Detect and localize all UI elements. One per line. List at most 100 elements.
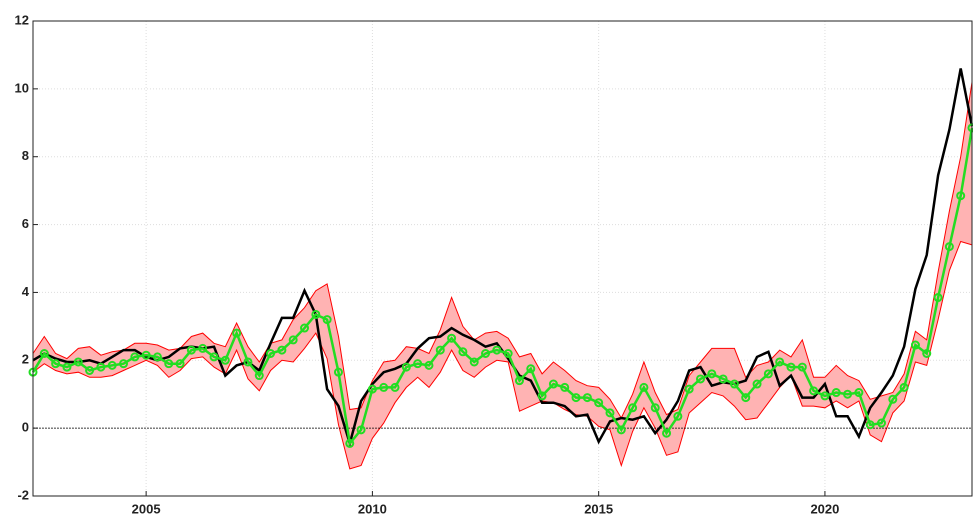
marker — [809, 386, 819, 396]
marker — [424, 360, 434, 370]
marker — [639, 382, 649, 392]
marker — [729, 379, 739, 389]
marker — [548, 379, 558, 389]
plot-area — [33, 21, 972, 496]
marker — [96, 362, 106, 372]
marker — [243, 357, 253, 367]
y-tick-label: 2 — [22, 352, 29, 367]
marker — [582, 393, 592, 403]
marker — [514, 376, 524, 386]
y-tick-label: 4 — [22, 284, 30, 299]
y-tick-label: 0 — [22, 420, 29, 435]
marker — [85, 365, 95, 375]
marker — [311, 309, 321, 319]
band-fill — [33, 82, 972, 469]
marker — [62, 362, 72, 372]
x-tick-label: 2010 — [358, 501, 387, 516]
marker — [899, 382, 909, 392]
marker — [888, 394, 898, 404]
x-tick-label: 2020 — [810, 501, 839, 516]
marker — [843, 389, 853, 399]
marker — [922, 349, 932, 358]
marker — [594, 398, 604, 408]
marker — [910, 340, 920, 350]
marker — [571, 393, 581, 403]
marker — [820, 391, 830, 401]
marker — [413, 359, 423, 369]
marker — [481, 349, 491, 358]
marker — [51, 359, 61, 369]
marker — [458, 347, 468, 357]
marker — [605, 408, 615, 418]
marker — [786, 362, 796, 372]
plot-frame — [32, 20, 973, 497]
marker — [684, 384, 694, 394]
marker — [628, 403, 638, 413]
marker — [300, 323, 310, 333]
marker — [752, 379, 762, 389]
marker — [345, 438, 355, 448]
marker — [537, 391, 547, 401]
y-tick-label: 6 — [22, 216, 29, 231]
marker — [944, 242, 954, 252]
marker — [741, 393, 751, 403]
marker — [288, 335, 298, 345]
marker — [73, 357, 83, 367]
marker — [616, 425, 626, 435]
marker — [695, 374, 705, 384]
marker — [435, 345, 445, 355]
y-tick-label: 8 — [22, 148, 29, 163]
marker — [39, 349, 49, 358]
marker — [831, 388, 841, 398]
marker — [152, 352, 162, 362]
marker — [356, 425, 366, 435]
marker — [277, 345, 287, 355]
marker — [797, 362, 807, 372]
marker — [401, 362, 411, 372]
marker — [322, 315, 332, 325]
marker — [175, 359, 185, 369]
marker — [367, 384, 377, 394]
marker — [198, 343, 208, 353]
marker — [107, 360, 117, 370]
marker — [209, 352, 219, 362]
x-tick-label: 2005 — [132, 501, 161, 516]
marker — [718, 374, 728, 384]
marker — [775, 357, 785, 367]
band-lower — [32, 240, 973, 470]
marker — [220, 355, 230, 365]
marker — [266, 349, 276, 358]
marker — [119, 359, 129, 369]
marker — [876, 418, 886, 428]
marker — [560, 382, 570, 392]
marker — [503, 349, 513, 358]
marker — [492, 345, 502, 355]
marker — [232, 328, 242, 338]
marker — [141, 350, 151, 360]
marker — [956, 191, 966, 201]
marker — [333, 367, 343, 377]
marker — [854, 388, 864, 398]
marker — [673, 411, 683, 421]
marker — [390, 382, 400, 392]
x-tick-label: 2015 — [584, 501, 613, 516]
marker — [186, 345, 196, 355]
marker — [164, 359, 174, 369]
marker — [254, 371, 264, 381]
marker — [469, 357, 479, 367]
band-upper — [32, 82, 973, 420]
y-tick-label: 12 — [15, 12, 29, 27]
marker — [379, 382, 389, 392]
marker — [130, 352, 140, 362]
marker — [763, 369, 773, 379]
marker — [707, 369, 717, 379]
y-tick-label: -2 — [17, 487, 29, 502]
marker — [933, 293, 943, 303]
marker — [662, 428, 672, 438]
marker — [526, 364, 536, 374]
marker — [650, 403, 660, 413]
y-tick-label: 10 — [15, 80, 29, 95]
marker — [865, 420, 875, 430]
marker — [447, 333, 457, 343]
